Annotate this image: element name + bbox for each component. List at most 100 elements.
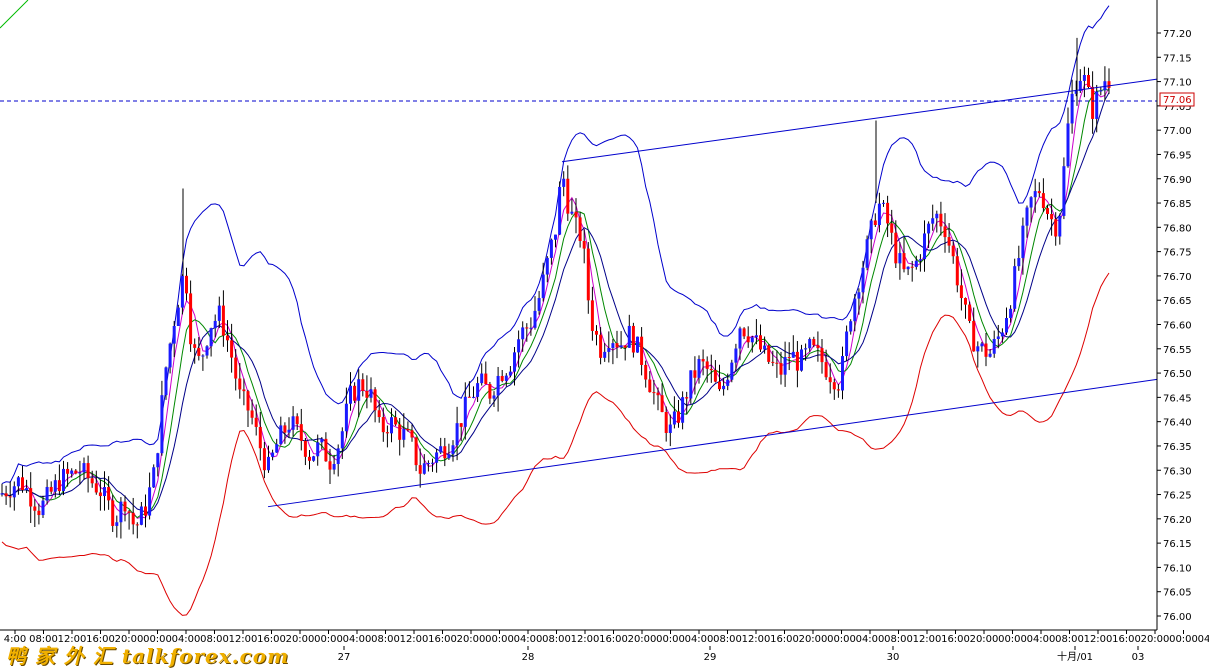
candle-body xyxy=(718,381,721,390)
candle-body xyxy=(976,346,980,352)
candle-body xyxy=(131,512,135,525)
candle-body xyxy=(955,256,959,286)
time-tick-label: 20:00 xyxy=(115,634,144,645)
candle-body xyxy=(754,335,758,338)
candle-body xyxy=(779,363,783,375)
time-tick-label: 00:00 xyxy=(827,634,856,645)
candle-body xyxy=(455,423,459,446)
time-tick-label: 16:00 xyxy=(941,634,970,645)
candle-body xyxy=(857,292,861,299)
candle-body xyxy=(734,348,738,363)
price-tick-label: 76.45 xyxy=(1163,393,1192,404)
candle-body xyxy=(947,237,951,246)
candle-body xyxy=(845,331,849,357)
candle-body xyxy=(1041,193,1045,209)
candle-body xyxy=(513,352,516,372)
candle-body xyxy=(398,424,402,440)
candle-body xyxy=(537,298,541,311)
candle-body xyxy=(644,364,648,380)
candle-body xyxy=(201,355,205,357)
candle-body xyxy=(660,395,664,413)
price-tick-label: 76.15 xyxy=(1163,539,1192,550)
candle-body xyxy=(808,339,812,349)
candle-body xyxy=(381,417,385,433)
candle-body xyxy=(271,452,275,457)
candle-body xyxy=(320,438,324,443)
candle-body xyxy=(316,442,320,457)
candle-body xyxy=(968,304,972,321)
time-tick-label: 12:00 xyxy=(1084,634,1113,645)
time-tick-label: 04:00 xyxy=(514,634,543,645)
candle-body xyxy=(176,307,180,326)
candle-body xyxy=(451,445,455,455)
candle-body xyxy=(480,373,484,384)
candle-body xyxy=(1013,266,1017,309)
candle-body xyxy=(1033,191,1037,198)
candle-body xyxy=(90,478,94,484)
candle-body xyxy=(992,339,996,354)
candle-body xyxy=(1046,208,1049,214)
candle-body xyxy=(82,463,86,473)
time-tick-label: 04:00 xyxy=(343,634,372,645)
candle-body xyxy=(533,310,537,328)
candle-body xyxy=(943,226,947,238)
candle-body xyxy=(414,437,418,466)
time-tick-label: 4:00 xyxy=(4,634,26,645)
candle-body xyxy=(254,417,258,427)
price-tick-label: 76.80 xyxy=(1163,223,1192,234)
candle-body xyxy=(349,385,352,404)
candle-body xyxy=(377,410,381,418)
candle-body xyxy=(545,257,549,275)
candle-body xyxy=(1087,75,1090,87)
candle-body xyxy=(927,223,931,234)
candle-body xyxy=(812,339,816,346)
time-tick-label: 00:00 xyxy=(314,634,343,645)
time-tick-label: 08:00 xyxy=(200,634,229,645)
candle-body xyxy=(1066,123,1070,167)
candle-body xyxy=(800,349,803,371)
candle-body xyxy=(648,379,652,393)
time-tick-label: 12:00 xyxy=(742,634,771,645)
candle-body xyxy=(258,426,262,449)
time-tick-label: 20:00 xyxy=(799,634,828,645)
candle-body xyxy=(242,389,246,392)
candle-body xyxy=(1054,219,1058,237)
time-tick-label: 12:00 xyxy=(229,634,258,645)
time-tick-label: 04:00 xyxy=(172,634,201,645)
time-tick-label: 00:00 xyxy=(143,634,172,645)
candle-body xyxy=(1078,80,1082,91)
candle-body xyxy=(636,336,639,353)
candle-body xyxy=(119,501,123,523)
price-tick-label: 76.50 xyxy=(1163,369,1192,380)
date-label: 28 xyxy=(522,652,535,663)
candle-body xyxy=(70,470,74,474)
price-tick-label: 76.35 xyxy=(1163,442,1192,453)
candle-body xyxy=(959,285,963,299)
time-tick-label: 16:00 xyxy=(1112,634,1141,645)
candle-body xyxy=(1037,191,1041,194)
watermark-logo: 鸭 家 外 汇 talkforex.com xyxy=(6,644,290,668)
candle-body xyxy=(209,328,213,347)
time-tick-label: 12:00 xyxy=(571,634,600,645)
candle-body xyxy=(279,425,283,445)
candle-body xyxy=(385,432,389,434)
candle-body xyxy=(435,452,439,463)
candle-body xyxy=(763,345,767,350)
candle-body xyxy=(898,253,902,264)
candle-body xyxy=(599,334,603,358)
candle-body xyxy=(902,253,906,270)
candle-body xyxy=(74,470,78,474)
candle-body xyxy=(21,477,24,491)
candle-body xyxy=(795,351,799,371)
candle-body xyxy=(439,446,443,453)
candle-body xyxy=(1021,225,1025,259)
candle-body xyxy=(324,438,328,462)
candle-body xyxy=(361,379,365,391)
candle-body xyxy=(86,463,90,479)
candle-body xyxy=(1017,258,1021,267)
current-price-box xyxy=(1159,92,1195,107)
time-tick-label: 20:00 xyxy=(286,634,315,645)
price-tick-label: 76.05 xyxy=(1163,588,1192,599)
candle-body xyxy=(570,211,574,214)
candle-body xyxy=(652,392,656,394)
